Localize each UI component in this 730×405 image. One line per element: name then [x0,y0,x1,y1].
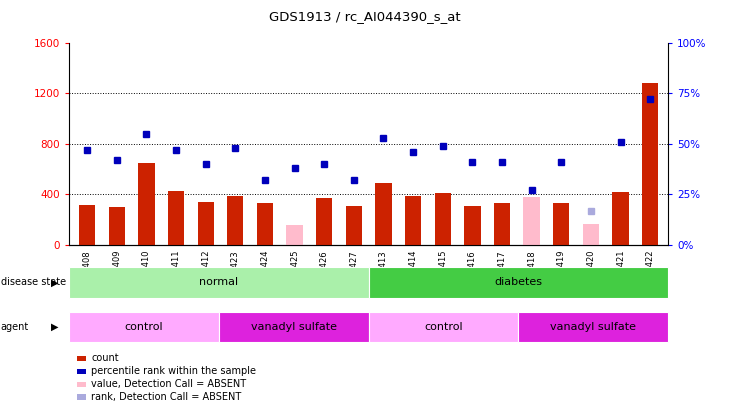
Bar [494,203,510,245]
Text: ▶: ▶ [51,277,58,288]
Bar [77,394,85,400]
Text: normal: normal [199,277,239,288]
Text: GDS1913 / rc_AI044390_s_at: GDS1913 / rc_AI044390_s_at [269,10,461,23]
Bar [369,267,668,298]
Text: vanadyl sulfate: vanadyl sulfate [251,322,337,332]
Bar [69,267,369,298]
Text: ▶: ▶ [51,322,58,332]
Bar [286,226,303,245]
Bar [316,198,332,245]
Bar [523,197,539,245]
Text: control: control [125,322,164,332]
Bar [109,207,125,245]
Bar [69,312,219,342]
Bar [518,312,668,342]
Bar [642,83,658,245]
Text: value, Detection Call = ABSENT: value, Detection Call = ABSENT [91,379,247,389]
Text: control: control [424,322,463,332]
Bar [375,183,391,245]
Bar [553,203,569,245]
Text: rank, Detection Call = ABSENT: rank, Detection Call = ABSENT [91,392,242,402]
Bar [138,163,155,245]
Bar [168,191,184,245]
Text: agent: agent [1,322,29,332]
Bar [257,203,273,245]
Bar [434,193,451,245]
Bar [219,312,369,342]
Bar [77,356,85,361]
Bar [612,192,629,245]
Bar [227,196,243,245]
Text: diabetes: diabetes [494,277,542,288]
Bar [405,196,421,245]
Bar [77,369,85,374]
Bar [346,206,362,245]
Bar [77,382,85,387]
Bar [79,205,96,245]
Text: disease state: disease state [1,277,66,288]
Bar [198,202,214,245]
Text: count: count [91,354,119,363]
Bar [464,206,480,245]
Text: percentile rank within the sample: percentile rank within the sample [91,367,256,376]
Bar [369,312,518,342]
Text: vanadyl sulfate: vanadyl sulfate [550,322,636,332]
Bar [583,224,599,245]
